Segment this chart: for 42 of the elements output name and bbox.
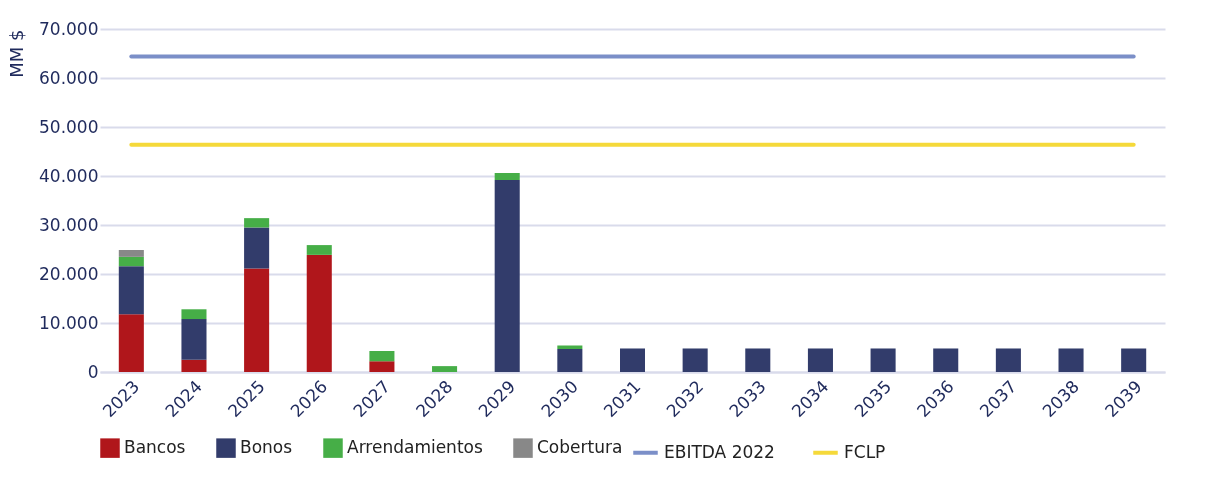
bar (181, 309, 207, 320)
y-tick-label: 60.000 (39, 67, 99, 88)
bar (1058, 348, 1084, 372)
bar (432, 366, 458, 372)
bar (244, 218, 270, 228)
bar (306, 245, 332, 255)
bar (181, 359, 207, 372)
legend-label: Bancos (124, 437, 186, 458)
bar (244, 268, 270, 372)
y-tick-label: 10.000 (39, 312, 99, 333)
bar (745, 348, 771, 372)
bar (369, 350, 395, 362)
bar (494, 173, 520, 180)
bar (619, 348, 646, 372)
bar (807, 348, 833, 372)
bar (181, 319, 207, 360)
legend-label: Arrendamientos (347, 437, 483, 458)
y-tick-label: 20.000 (39, 263, 99, 284)
bar (870, 348, 896, 372)
bar (369, 361, 395, 372)
bar (1121, 348, 1147, 372)
bar (118, 256, 144, 267)
bar (118, 266, 144, 315)
legend-label: Cobertura (537, 437, 623, 458)
bar (244, 227, 270, 269)
bar (306, 254, 332, 372)
y-tick-label: 0 (87, 361, 99, 382)
bar (118, 314, 144, 372)
bar (682, 348, 708, 372)
legend-label: Bonos (240, 437, 293, 458)
y-axis-title: MM $ (6, 29, 28, 78)
bar (933, 348, 959, 372)
bar (118, 249, 144, 257)
legend-label: FCLP (844, 441, 886, 462)
bar (557, 348, 583, 372)
y-tick-label: 40.000 (39, 165, 99, 186)
y-tick-label: 50.000 (39, 116, 99, 137)
y-tick-label: 70.000 (39, 18, 99, 39)
y-tick-label: 30.000 (39, 214, 99, 235)
bar (494, 179, 520, 372)
legend-label: EBITDA 2022 (664, 441, 775, 462)
bar (995, 348, 1021, 372)
